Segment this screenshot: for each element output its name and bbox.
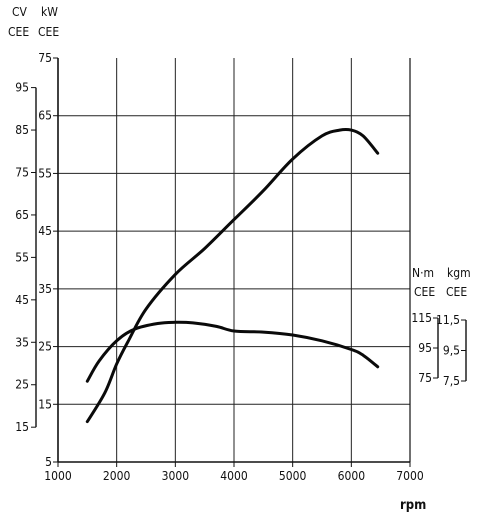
cv-tick-label-45: 45: [15, 293, 29, 307]
cv-tick-label-25: 25: [15, 378, 29, 392]
nm-tick-label-95: 95: [418, 341, 432, 355]
cv-tick-label-15: 15: [15, 420, 29, 434]
kw-tick-label-25: 25: [38, 340, 52, 354]
grid: [58, 58, 410, 462]
nm-header-2: CEE: [414, 285, 435, 299]
cv-tick-label-85: 85: [15, 123, 29, 137]
kgm-header-2: CEE: [446, 285, 467, 299]
kw-header-1: kW: [41, 5, 58, 19]
kw-tick-label-35: 35: [38, 282, 52, 296]
x-tick-label-2000: 2000: [103, 469, 131, 483]
x-tick-label-6000: 6000: [338, 469, 366, 483]
kw-header-2: CEE: [38, 25, 59, 39]
kw-tick-label-75: 75: [38, 51, 52, 65]
x-axis-ticks: 1000 2000 3000 4000 5000 6000 7000: [44, 462, 424, 483]
cv-header-2: CEE: [8, 25, 29, 39]
series-line-1: [85, 127, 380, 424]
cv-tick-label-65: 65: [15, 208, 29, 222]
kw-tick-label-65: 65: [38, 109, 52, 123]
kgm-tick-label-7.5: 7,5: [443, 374, 460, 388]
x-tick-label-1000: 1000: [44, 469, 72, 483]
kw-axis: 5 15 25 35 45 55 65 75: [38, 51, 58, 469]
cv-header-1: CV: [12, 5, 28, 19]
kw-tick-label-5: 5: [45, 455, 52, 469]
kw-tick-label-15: 15: [38, 397, 52, 411]
cv-axis: 15 25 35 45 55 65 75 85 95: [15, 81, 37, 434]
kgm-axis: 7,5 9,5 11,5: [436, 313, 467, 388]
x-axis-label: rpm: [400, 498, 426, 513]
x-tick-label-3000: 3000: [162, 469, 190, 483]
nm-axis: 75 95 115: [411, 311, 439, 385]
nm-header-1: N·m: [412, 266, 434, 280]
kgm-tick-label-11.5: 11,5: [436, 313, 460, 327]
kgm-header-1: kgm: [447, 266, 471, 280]
kgm-tick-label-9.5: 9,5: [443, 344, 460, 358]
series-lines: [85, 127, 380, 424]
series-line-2: [85, 320, 380, 383]
cv-tick-label-75: 75: [15, 165, 29, 179]
x-tick-label-4000: 4000: [220, 469, 248, 483]
cv-tick-label-55: 55: [15, 250, 29, 264]
cv-tick-label-35: 35: [15, 335, 29, 349]
kw-tick-label-45: 45: [38, 224, 52, 238]
nm-tick-label-115: 115: [411, 311, 432, 325]
cv-tick-label-95: 95: [15, 81, 29, 95]
x-tick-label-5000: 5000: [279, 469, 307, 483]
nm-tick-label-75: 75: [418, 371, 432, 385]
x-tick-label-7000: 7000: [396, 469, 424, 483]
kw-tick-label-55: 55: [38, 166, 52, 180]
